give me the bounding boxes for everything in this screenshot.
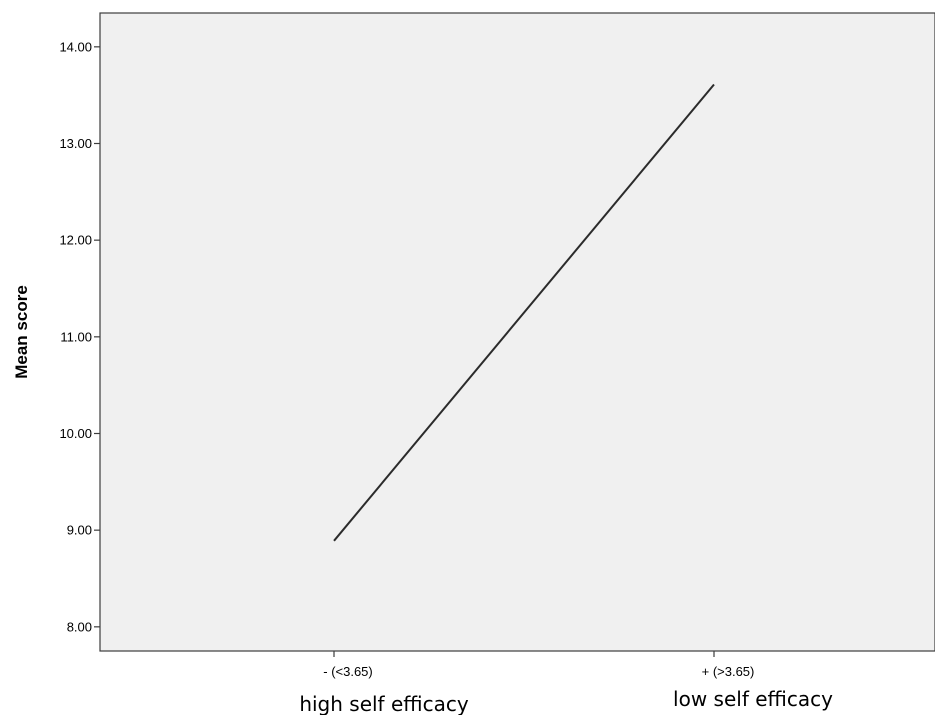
y-tick-label: 12.00 xyxy=(59,233,92,248)
y-tick-label: 14.00 xyxy=(59,39,92,54)
y-tick-label: 8.00 xyxy=(67,619,92,634)
y-tick-label: 10.00 xyxy=(59,426,92,441)
y-tick-label: 9.00 xyxy=(67,523,92,538)
x-tick-label: + (>3.65) xyxy=(702,664,755,679)
x-category-caption: low self efficacy xyxy=(673,687,833,711)
x-tick-label: - (<3.65) xyxy=(323,664,373,679)
series-line xyxy=(333,83,715,542)
series-layer xyxy=(333,83,715,542)
y-tick-label: 13.00 xyxy=(59,136,92,151)
y-axis-title: Mean score xyxy=(12,285,31,379)
x-axis-ticks: - (<3.65) high self efficacy + (>3.65) low … xyxy=(299,651,833,715)
y-axis-ticks: 8.00 9.00 10.00 11.00 12.00 13.00 14.00 xyxy=(59,39,100,634)
x-category-caption: high self efficacy xyxy=(299,692,469,715)
plot-area xyxy=(99,12,935,652)
y-tick-label: 11.00 xyxy=(60,329,92,344)
